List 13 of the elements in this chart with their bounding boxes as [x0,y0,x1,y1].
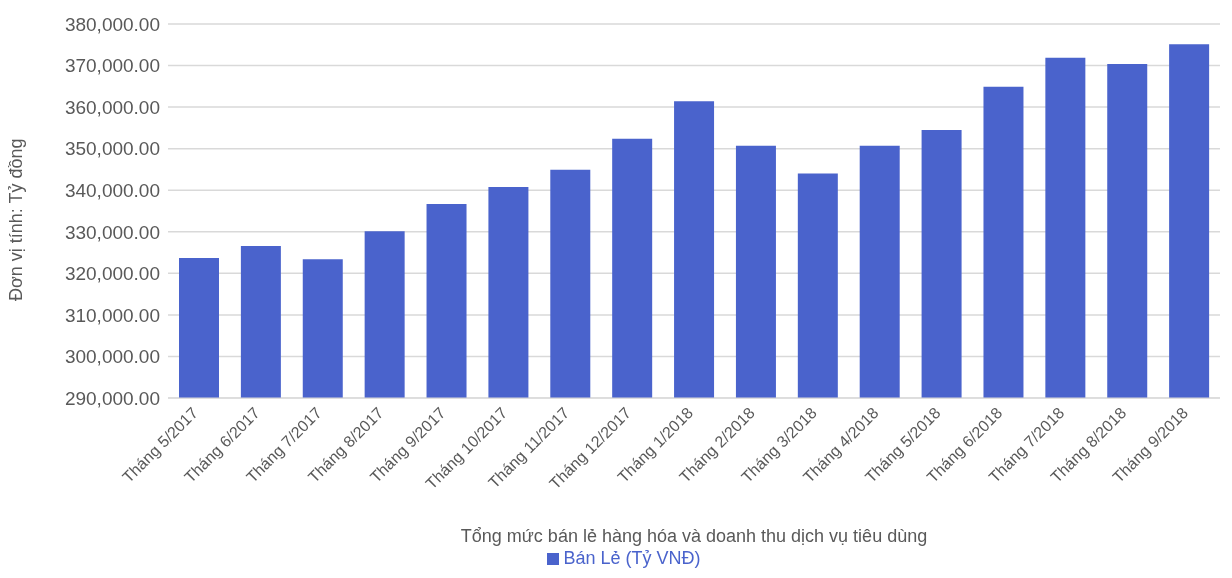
y-tick-label: 360,000.00 [64,96,160,118]
x-axis-title: Tổng mức bán lẻ hàng hóa và doanh thu dịch vụ tiêu dùng [460,526,928,546]
y-tick-label: 370,000.00 [64,55,160,77]
y-tick-label: 290,000.00 [64,387,160,409]
legend-label: Bán Lẻ (Tỷ VNĐ) [563,548,701,568]
y-tick-label: 340,000.00 [64,179,160,201]
y-tick-label: 380,000.00 [64,13,160,35]
y-axis-title: Đơn vị tính: Tỷ đồng [6,138,27,301]
y-tick-label: 350,000.00 [64,138,160,160]
y-tick-label: 320,000.00 [64,263,160,285]
y-tick-label: 310,000.00 [64,304,160,326]
y-tick-label: 330,000.00 [64,221,160,243]
y-tick-label: 300,000.00 [64,346,160,368]
